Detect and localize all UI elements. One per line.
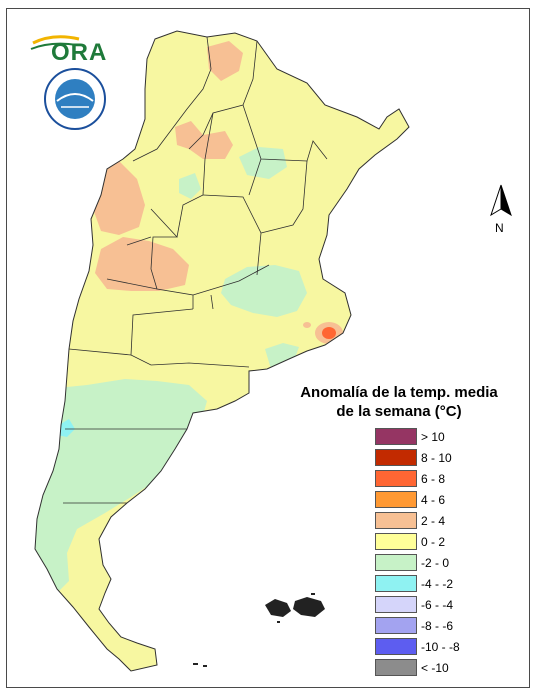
map-frame: ORA N Anomalía de la temp. media de la s… [6, 8, 530, 688]
ora-logo-icon [30, 35, 80, 50]
hot-spot-coast [322, 327, 336, 339]
legend-item: 2 - 4 [375, 510, 525, 531]
legend-item: 6 - 8 [375, 468, 525, 489]
legend-label: 4 - 6 [421, 492, 446, 507]
legend-item: -8 - -6 [375, 615, 525, 636]
country-outline [34, 30, 410, 672]
legend-title-line1: Anomalía de la temp. media [300, 384, 498, 401]
legend-title: Anomalía de la temp. media de la semana … [293, 383, 505, 421]
legend-label: 8 - 10 [421, 450, 452, 465]
warm-zone-north [175, 121, 233, 159]
legend-swatch [375, 512, 417, 529]
southern-islands [193, 663, 207, 667]
legend-item: 8 - 10 [375, 447, 525, 468]
smn-seal-icon [44, 68, 106, 130]
legend-item: -4 - -2 [375, 573, 525, 594]
legend-swatch [375, 554, 417, 571]
warm-zone-west [93, 161, 145, 235]
legend-swatch [375, 596, 417, 613]
legend-label: -6 - -4 [421, 597, 454, 612]
cool-zone-central [221, 265, 307, 317]
cool-zone-patagonia [35, 379, 207, 593]
legend-label: -4 - -2 [421, 576, 454, 591]
legend-label: -10 - -8 [421, 639, 460, 654]
malvinas-islands [265, 593, 325, 623]
legend-label: < -10 [421, 660, 449, 675]
legend-swatch [375, 449, 417, 466]
legend-swatch [375, 533, 417, 550]
legend-label: -8 - -6 [421, 618, 454, 633]
legend-swatch [375, 428, 417, 445]
legend-title-line2: de la semana (°C) [336, 403, 462, 420]
province-boundaries [63, 36, 328, 504]
legend-item: 4 - 6 [375, 489, 525, 510]
warm-zone-northwest [207, 41, 243, 81]
legend-swatch [375, 491, 417, 508]
legend-item: -10 - -8 [375, 636, 525, 657]
legend-label: 6 - 8 [421, 471, 446, 486]
compass-label: N [495, 221, 504, 235]
legend-item: -2 - 0 [375, 552, 525, 573]
warm-zone-cuyo [95, 237, 189, 291]
ora-logo-text: ORA [51, 39, 108, 66]
legend-swatch [375, 617, 417, 634]
cool-zone-small [179, 173, 201, 199]
legend-label: -2 - 0 [421, 555, 450, 570]
cool-zone-northeast [239, 147, 287, 179]
legend-label: 2 - 4 [421, 513, 446, 528]
legend-swatch [375, 575, 417, 592]
legend-swatch [375, 659, 417, 676]
legend-swatch [375, 470, 417, 487]
legend-item: 0 - 2 [375, 531, 525, 552]
legend-item: > 10 [375, 426, 525, 447]
legend-label: 0 - 2 [421, 534, 446, 549]
north-arrow-icon [490, 184, 512, 217]
warm-spot-small [303, 322, 311, 328]
legend-label: > 10 [421, 429, 445, 444]
argentina-map [30, 30, 512, 672]
legend: > 10 8 - 10 6 - 8 4 - 6 2 - 4 0 - 2 -2 - 0 -4 -… [375, 426, 525, 678]
legend-item: < -10 [375, 657, 525, 678]
legend-item: -6 - -4 [375, 594, 525, 615]
legend-swatch [375, 638, 417, 655]
